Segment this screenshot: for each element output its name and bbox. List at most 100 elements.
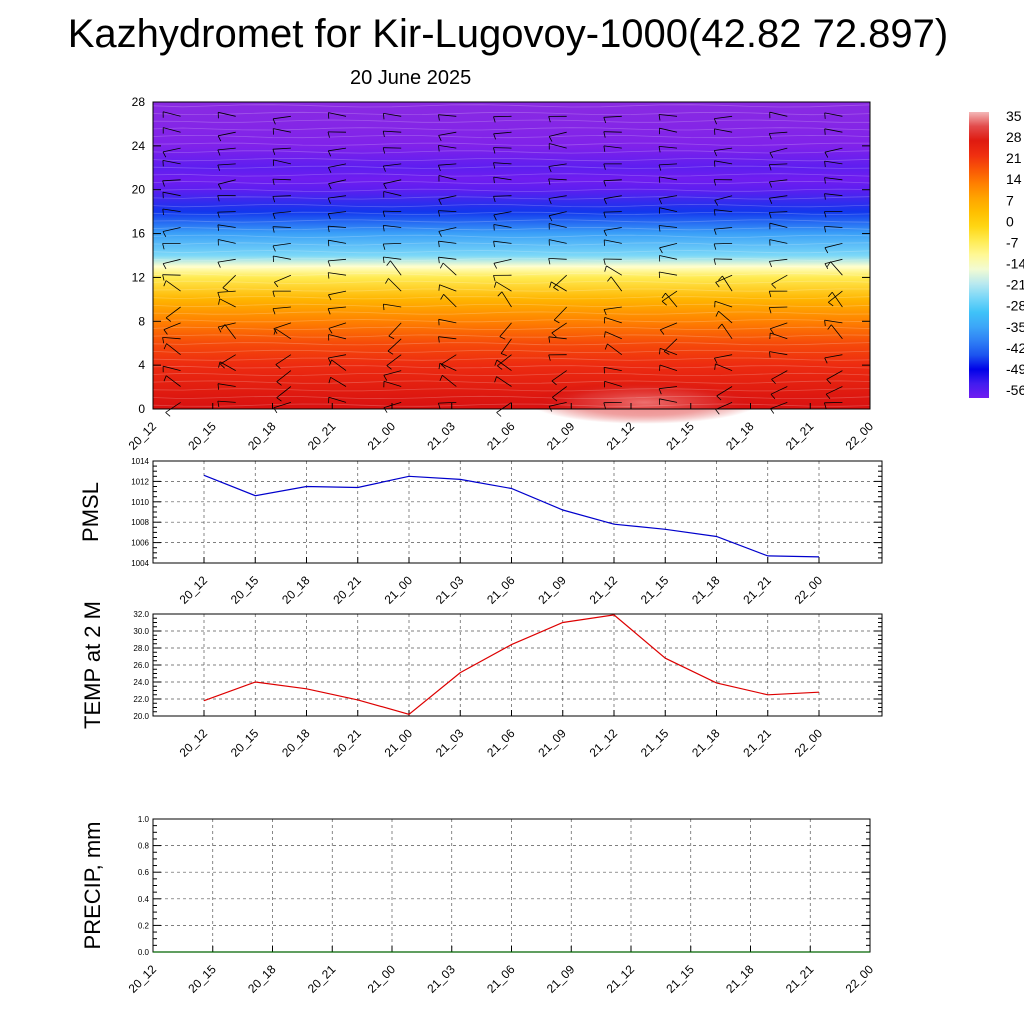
wind-barb [493,258,512,264]
wind-barb [714,227,733,230]
wind-barb-feather [493,224,495,231]
wind-barb [714,195,733,201]
wind-barb [721,323,733,340]
wind-barb [328,195,347,199]
wind-barb [718,310,733,324]
wind-barb-feather [438,165,441,172]
wind-barb [769,163,788,165]
wind-barb [607,343,623,356]
wind-barb-feather [548,198,552,205]
wind-barb-feather [327,272,330,279]
x-tick-label: 21_00 [382,726,416,760]
wind-barb [553,306,567,321]
wind-barb [714,354,733,359]
y-tick-label: 4 [138,358,145,372]
wind-barb-feather [603,402,606,409]
contour-line [152,342,871,346]
wind-barb [549,131,567,137]
wind-barb [603,211,622,213]
x-tick-label: 20_15 [228,726,262,760]
wind-barb-feather [827,291,833,298]
wind-barb [383,303,402,308]
wind-barb-feather [603,230,607,237]
colorbar-label: -7 [1006,234,1019,250]
wind-barb [603,131,622,133]
y-tick-label: 20 [132,183,146,197]
contour-line [152,257,871,261]
wind-barb-feather [438,114,440,121]
wind-barb-feather [824,112,826,119]
wind-barb [383,191,402,197]
wind-barb-feather [162,208,164,216]
contour-line [152,219,871,223]
wind-barb [603,179,622,182]
wind-barb [273,115,291,120]
wind-barb [217,224,236,228]
wind-barb [438,318,457,324]
colorbar-label: -21 [1006,277,1024,293]
wind-barb-feather [824,128,826,135]
wind-barb-feather [714,357,718,364]
wind-barb [438,195,457,200]
wind-barb-feather [328,167,332,173]
wind-barb [163,322,181,330]
wind-barb [493,176,512,181]
y-tick-label: 0.0 [138,948,150,957]
x-tick-label: 21_18 [689,726,723,760]
wind-barb [218,239,236,244]
contour-line [152,319,871,323]
wind-barb-feather [493,147,496,154]
wind-barb [328,147,347,152]
wind-barb-feather [383,113,385,120]
y-tick-label: 28 [132,95,146,109]
wind-barb-feather [328,377,331,384]
x-tick-label: 21_03 [424,962,458,996]
surface-warm-spot [529,380,760,424]
wind-barb [831,291,843,308]
wind-barb-feather [553,287,559,291]
wind-barb-feather [828,301,834,307]
x-tick-label: 21_15 [663,962,697,996]
x-tick-label: 21_06 [484,726,518,760]
x-tick-label: 20_15 [185,962,219,996]
wind-barb-feather [276,381,282,386]
wind-barb [383,163,402,167]
wind-barb [272,195,291,197]
colorbar-label: -56 [1006,382,1024,398]
wind-barb-feather [386,365,392,370]
wind-barb [769,195,788,199]
contour-line [152,265,871,269]
wind-barb [548,163,567,167]
wind-barb [162,191,181,197]
wind-barb-feather [162,243,165,250]
wind-barb [328,179,347,185]
wind-barb-feather [382,165,386,172]
wind-barb [496,359,512,371]
wind-barb [272,178,291,181]
wind-barb [217,258,236,263]
wind-barb [276,386,292,399]
wind-barb [659,243,678,249]
wind-barb [824,147,843,153]
wind-barb [440,354,457,365]
wind-barb-feather [603,367,605,374]
wind-barb [716,386,733,397]
y-tick-label: 22.0 [133,695,149,704]
wind-barb-feather [440,294,444,300]
wind-barb [162,274,181,276]
wind-barb-feather [718,275,723,281]
wind-barb-feather [272,196,276,203]
wind-barb-feather [272,226,275,233]
x-tick-label: 21_21 [783,962,817,996]
wind-barb-feather [713,150,717,157]
wind-barb [438,402,457,404]
x-tick-label: 20_21 [305,419,339,453]
wind-barb-feather [272,179,275,185]
wind-barb [438,145,457,149]
wind-barb-feather [661,300,667,306]
wind-barb [166,343,181,356]
wind-barb [383,402,402,408]
wind-barb [769,179,788,183]
x-tick-label: 20_18 [279,573,313,607]
